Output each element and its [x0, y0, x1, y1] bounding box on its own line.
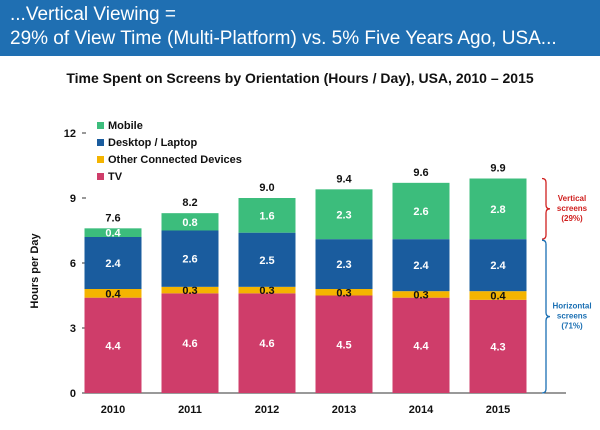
legend-swatch-mobile — [97, 122, 104, 129]
bar-segment-other-connected-devices — [315, 289, 373, 296]
y-tick-label: 9 — [70, 193, 76, 205]
bar-value-label-other-connected-devices: 0.3 — [336, 287, 351, 299]
x-tick-label: 2010 — [101, 404, 125, 416]
bar-value-label-tv: 4.3 — [490, 341, 505, 353]
chart-title: Time Spent on Screens by Orientation (Ho… — [66, 70, 534, 86]
bar-segment-mobile — [315, 189, 373, 240]
bar-segment-mobile — [238, 198, 296, 233]
y-tick-label: 12 — [64, 128, 76, 140]
bar-segment-desktop-laptop — [469, 239, 527, 292]
bar-value-label-other-connected-devices: 0.3 — [413, 289, 428, 301]
legend-swatch-other-connected-devices — [97, 156, 104, 163]
bar-value-label-mobile: 0.8 — [182, 217, 197, 229]
x-tick-label: 2015 — [486, 404, 510, 416]
bar-segment-desktop-laptop — [238, 232, 296, 287]
bar-value-label-tv: 4.4 — [105, 340, 121, 352]
legend-entry-tv: TV — [108, 171, 123, 183]
bar-value-label-mobile: 2.8 — [490, 204, 505, 216]
horizontal-screens-annotation-line: Horizontal — [552, 302, 591, 311]
chart-bars: 4.4 0.4 2.4 0.4 7.6 4.6 0.3 2.6 0.8 8.2 4.6 0.3 2.5 1… — [84, 163, 527, 393]
bar-segment-mobile — [161, 213, 219, 231]
header-line-2: 29% of View Time (Multi-Platform) vs. 5%… — [10, 28, 557, 49]
bar-value-label-other-connected-devices: 0.4 — [105, 288, 121, 300]
chart-annotations: Verticalscreens(29%)Horizontalscreens(71… — [541, 177, 592, 394]
bar-segment-mobile — [84, 228, 142, 237]
bar-total-label: 9.0 — [259, 182, 274, 194]
bar-value-label-tv: 4.6 — [182, 338, 197, 350]
y-tick-label: 6 — [70, 258, 76, 270]
bar-value-label-desktop-laptop: 2.5 — [259, 255, 274, 267]
bar-value-label-other-connected-devices: 0.3 — [182, 285, 197, 297]
bar-segment-tv — [238, 293, 296, 393]
vertical-screens-annotation-line: Vertical — [558, 194, 586, 203]
bar-segment-tv — [84, 297, 142, 393]
vertical-screens-annotation-line: (29%) — [561, 214, 583, 223]
bar-value-label-mobile: 0.4 — [105, 228, 121, 240]
header-banner: ...Vertical Viewing = 29% of View Time (… — [0, 0, 600, 56]
bar-segment-other-connected-devices — [238, 286, 296, 294]
bar-value-label-desktop-laptop: 2.4 — [490, 260, 506, 272]
horizontal-screens-bracket — [541, 239, 551, 394]
bar-value-label-desktop-laptop: 2.4 — [105, 258, 121, 270]
legend-swatch-desktop-laptop — [97, 139, 104, 146]
chart-legend: Mobile Desktop / Laptop Other Connected De… — [97, 120, 242, 183]
bar-total-label: 9.6 — [413, 167, 428, 179]
bar-total-label: 9.4 — [336, 173, 352, 185]
bar-segment-other-connected-devices — [392, 291, 450, 298]
bar-total-label: 7.6 — [105, 212, 120, 224]
bar-total-label: 8.2 — [182, 197, 197, 209]
x-tick-label: 2011 — [178, 404, 202, 416]
legend-swatch-tv — [97, 173, 104, 180]
bar-segment-tv — [161, 293, 219, 393]
bar-value-label-tv: 4.5 — [336, 339, 351, 351]
bar-value-label-desktop-laptop: 2.3 — [336, 259, 351, 271]
bar-segment-tv — [392, 297, 450, 393]
bar-segment-tv — [469, 299, 527, 393]
bar-value-label-desktop-laptop: 2.6 — [182, 254, 197, 266]
bar-value-label-desktop-laptop: 2.4 — [413, 260, 429, 272]
bar-segment-desktop-laptop — [315, 239, 373, 289]
y-tick-label: 0 — [70, 388, 76, 400]
bar-value-label-mobile: 2.6 — [413, 206, 428, 218]
x-tick-label: 2013 — [332, 404, 356, 416]
bar-segment-desktop-laptop — [84, 237, 142, 289]
horizontal-screens-annotation-line: (71%) — [561, 322, 583, 331]
bar-total-label: 9.9 — [490, 163, 505, 175]
bar-value-label-other-connected-devices: 0.3 — [259, 285, 274, 297]
bar-value-label-tv: 4.4 — [413, 340, 429, 352]
y-tick-label: 3 — [70, 323, 76, 335]
y-axis-label: Hours per Day — [29, 233, 41, 309]
bar-segment-other-connected-devices — [469, 291, 527, 300]
bar-segment-other-connected-devices — [161, 286, 219, 294]
header-line-1: ...Vertical Viewing = — [10, 4, 176, 25]
bar-value-label-mobile: 2.3 — [336, 209, 351, 221]
x-tick-label: 2014 — [409, 404, 434, 416]
vertical-screens-annotation-line: screens — [557, 204, 588, 213]
bar-value-label-other-connected-devices: 0.4 — [490, 291, 506, 303]
vertical-screens-bracket — [541, 177, 551, 240]
bar-segment-desktop-laptop — [161, 230, 219, 287]
bar-segment-other-connected-devices — [84, 289, 142, 298]
legend-entry-other-connected-devices: Other Connected Devices — [108, 154, 242, 166]
horizontal-screens-annotation-line: screens — [557, 312, 588, 321]
bar-segment-mobile — [392, 182, 450, 240]
x-tick-label: 2012 — [255, 404, 279, 416]
legend-entry-mobile: Mobile — [108, 120, 143, 132]
bar-value-label-tv: 4.6 — [259, 338, 274, 350]
legend-entry-desktop-laptop: Desktop / Laptop — [108, 137, 198, 149]
bar-segment-tv — [315, 295, 373, 393]
bar-value-label-mobile: 1.6 — [259, 210, 274, 222]
bar-segment-desktop-laptop — [392, 239, 450, 292]
bar-segment-mobile — [469, 178, 527, 240]
